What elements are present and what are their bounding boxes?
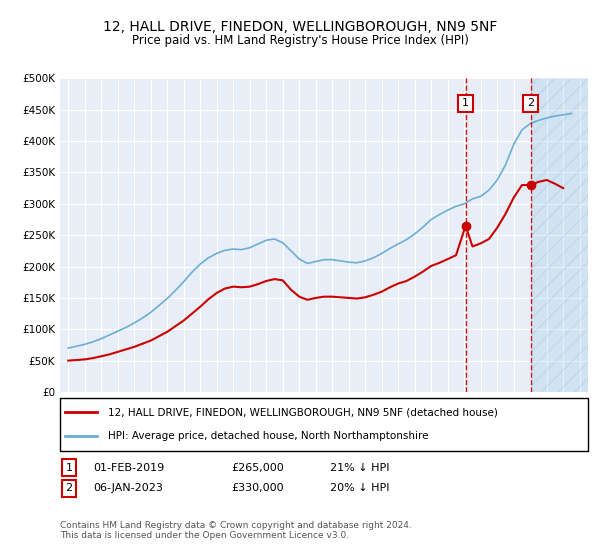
Text: 1: 1 (65, 463, 73, 473)
Text: 2: 2 (527, 99, 534, 109)
Text: Contains HM Land Registry data © Crown copyright and database right 2024.
This d: Contains HM Land Registry data © Crown c… (60, 521, 412, 540)
Text: 06-JAN-2023: 06-JAN-2023 (93, 483, 163, 493)
Text: 01-FEB-2019: 01-FEB-2019 (93, 463, 164, 473)
Text: £330,000: £330,000 (231, 483, 284, 493)
FancyBboxPatch shape (60, 398, 588, 451)
Text: 2: 2 (65, 483, 73, 493)
Text: 21% ↓ HPI: 21% ↓ HPI (330, 463, 389, 473)
Text: 20% ↓ HPI: 20% ↓ HPI (330, 483, 389, 493)
Text: 1: 1 (462, 99, 469, 109)
Text: 12, HALL DRIVE, FINEDON, WELLINGBOROUGH, NN9 5NF: 12, HALL DRIVE, FINEDON, WELLINGBOROUGH,… (103, 20, 497, 34)
Text: £265,000: £265,000 (231, 463, 284, 473)
Text: Price paid vs. HM Land Registry's House Price Index (HPI): Price paid vs. HM Land Registry's House … (131, 34, 469, 46)
Bar (530, 78, 588, 392)
Text: 12, HALL DRIVE, FINEDON, WELLINGBOROUGH, NN9 5NF (detached house): 12, HALL DRIVE, FINEDON, WELLINGBOROUGH,… (107, 408, 497, 418)
Text: HPI: Average price, detached house, North Northamptonshire: HPI: Average price, detached house, Nort… (107, 431, 428, 441)
